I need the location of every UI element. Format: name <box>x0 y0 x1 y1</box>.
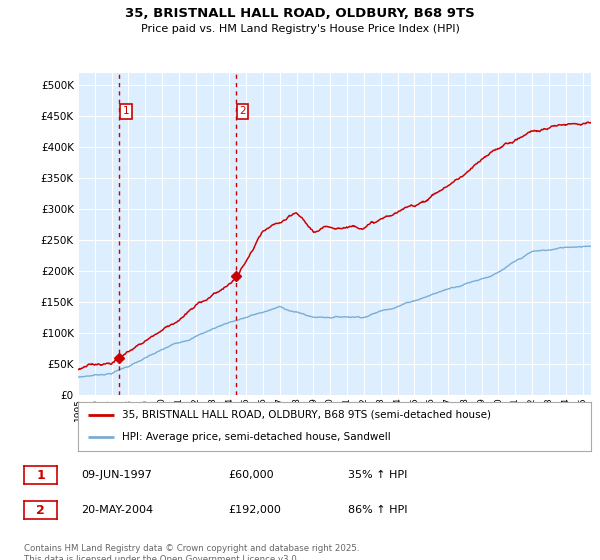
Text: 2: 2 <box>239 106 246 116</box>
Text: £60,000: £60,000 <box>228 470 274 480</box>
Text: 35% ↑ HPI: 35% ↑ HPI <box>348 470 407 480</box>
Text: 86% ↑ HPI: 86% ↑ HPI <box>348 505 407 515</box>
Text: Contains HM Land Registry data © Crown copyright and database right 2025.
This d: Contains HM Land Registry data © Crown c… <box>24 544 359 560</box>
Text: 2: 2 <box>36 503 45 517</box>
Text: £192,000: £192,000 <box>228 505 281 515</box>
Text: Price paid vs. HM Land Registry's House Price Index (HPI): Price paid vs. HM Land Registry's House … <box>140 24 460 34</box>
Text: 1: 1 <box>122 106 129 116</box>
Text: 35, BRISTNALL HALL ROAD, OLDBURY, B68 9TS: 35, BRISTNALL HALL ROAD, OLDBURY, B68 9T… <box>125 7 475 20</box>
Text: HPI: Average price, semi-detached house, Sandwell: HPI: Average price, semi-detached house,… <box>122 432 391 442</box>
Text: 09-JUN-1997: 09-JUN-1997 <box>81 470 152 480</box>
Text: 1: 1 <box>36 469 45 482</box>
Text: 35, BRISTNALL HALL ROAD, OLDBURY, B68 9TS (semi-detached house): 35, BRISTNALL HALL ROAD, OLDBURY, B68 9T… <box>122 410 491 420</box>
Text: 20-MAY-2004: 20-MAY-2004 <box>81 505 153 515</box>
